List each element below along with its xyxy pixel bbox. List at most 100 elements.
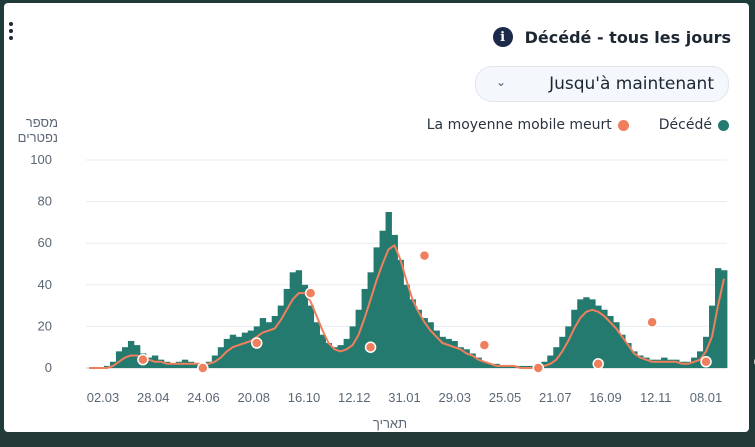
- bar: [193, 363, 201, 368]
- bar: [649, 359, 656, 368]
- bar: [169, 363, 177, 368]
- legend-swatch-deceased: [718, 119, 729, 131]
- info-icon[interactable]: i: [492, 27, 513, 47]
- x-tick-label: 12.12: [338, 390, 371, 405]
- chart-header: i Décédé - tous les jours: [492, 26, 731, 48]
- x-tick-label: 02.03: [87, 390, 120, 405]
- bar: [127, 340, 135, 368]
- bar: [271, 316, 279, 368]
- legend-label-moving-average: La moyenne mobile meurt: [426, 117, 612, 133]
- bar: [301, 284, 309, 368]
- bar: [313, 322, 321, 368]
- bar: [445, 338, 452, 368]
- data-point-marker: [304, 287, 317, 299]
- bar: [595, 305, 602, 368]
- bar: [343, 338, 350, 368]
- bar: [385, 212, 392, 368]
- bar: [145, 357, 153, 368]
- x-axis-label: תאריך: [372, 416, 408, 431]
- bar: [565, 326, 572, 368]
- bar: [517, 365, 524, 368]
- bar: [553, 347, 560, 368]
- bar: [487, 363, 494, 368]
- data-point-marker: [592, 358, 604, 370]
- data-point-marker: [250, 337, 263, 349]
- legend-swatch-moving-average: [617, 119, 629, 131]
- legend-label-deceased: Décédé: [658, 117, 712, 133]
- bar: [721, 270, 728, 368]
- bar: [667, 359, 674, 368]
- bar: [361, 288, 368, 368]
- x-tick-label: 21.07: [539, 390, 572, 405]
- bar: [619, 334, 626, 368]
- y-axis-label: מספר נפטרים: [17, 115, 58, 145]
- bar: [403, 284, 410, 368]
- background-strip: [0, 432, 755, 447]
- y-tick-label: 60: [38, 235, 52, 250]
- bar: [499, 365, 506, 368]
- legend-item-deceased[interactable]: Décédé: [659, 117, 729, 133]
- bar: [337, 345, 344, 368]
- bar: [175, 361, 183, 368]
- bar: [451, 340, 458, 368]
- data-point-marker: [532, 362, 545, 374]
- bar: [373, 247, 380, 368]
- bar: [439, 336, 446, 368]
- bar: [331, 347, 339, 368]
- bar: [433, 330, 440, 368]
- bar: [379, 230, 386, 368]
- bar: [631, 351, 638, 368]
- bar: [475, 357, 482, 368]
- bar: [277, 305, 285, 368]
- data-point-marker: [646, 316, 658, 328]
- period-dropdown-value: Jusqu'à maintenant: [549, 74, 714, 94]
- bar: [613, 322, 620, 368]
- chevron-down-icon: ⌄: [496, 75, 507, 89]
- chart-legend: La moyenne mobile meurt Décédé: [397, 117, 729, 133]
- bar: [607, 316, 614, 368]
- data-point-marker: [418, 249, 431, 262]
- x-tick-label: 08.01: [690, 390, 723, 405]
- y-tick-label: 100: [30, 152, 52, 167]
- bar: [235, 336, 243, 368]
- bar: [589, 299, 596, 368]
- bar: [115, 351, 123, 368]
- bar: [307, 305, 315, 368]
- bar: [259, 318, 267, 368]
- x-tick-label: 16.09: [589, 390, 622, 405]
- bar: [505, 365, 512, 368]
- bar: [229, 334, 237, 368]
- bar: [679, 361, 686, 368]
- bar: [295, 270, 303, 368]
- period-dropdown[interactable]: ⌄ Jusqu'à maintenant: [475, 66, 729, 102]
- moving-average-line: [89, 244, 725, 369]
- y-tick-label: 40: [38, 277, 52, 292]
- x-tick-label: 20.08: [237, 390, 270, 405]
- x-tick-label: 12.11: [640, 390, 672, 405]
- bar: [349, 326, 356, 368]
- bar: [319, 334, 327, 368]
- kebab-menu-icon[interactable]: [8, 22, 14, 40]
- bar: [247, 330, 255, 368]
- bar: [415, 309, 422, 368]
- bar: [637, 355, 644, 368]
- bar: [463, 349, 470, 368]
- bar: [355, 309, 362, 368]
- bar: [655, 359, 662, 368]
- bar: [289, 272, 297, 368]
- bar: [685, 361, 692, 368]
- bar: [391, 234, 398, 368]
- bar: [283, 288, 291, 368]
- data-point-marker: [197, 362, 209, 374]
- y-tick-label: 80: [38, 194, 52, 209]
- bar: [265, 322, 273, 368]
- x-tick-label: 25.05: [489, 390, 522, 405]
- x-tick-label: 24.06: [187, 390, 220, 405]
- data-point-marker: [478, 339, 491, 351]
- bar: [571, 309, 578, 368]
- y-tick-label: 0: [45, 360, 52, 375]
- legend-item-moving-average[interactable]: La moyenne mobile meurt: [427, 117, 629, 133]
- bar: [205, 361, 213, 368]
- bar: [241, 332, 249, 368]
